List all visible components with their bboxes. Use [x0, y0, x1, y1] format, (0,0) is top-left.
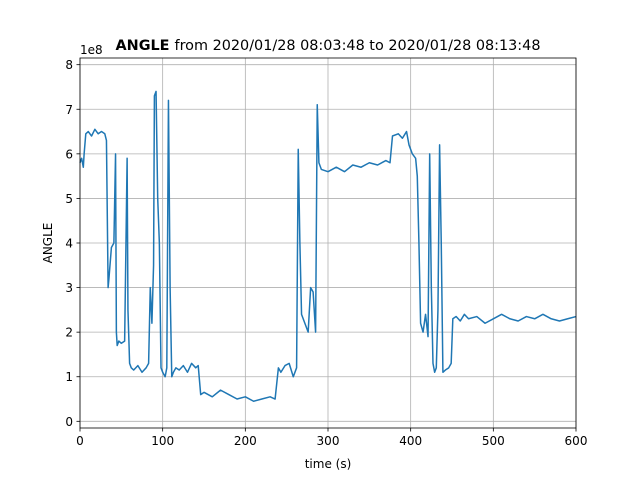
- title-bold: ANGLE: [116, 38, 170, 54]
- chart-title: ANGLE from 2020/01/28 08:03:48 to 2020/01…: [116, 38, 541, 54]
- x-tick-label: 400: [399, 434, 422, 448]
- x-tick-label: 500: [482, 434, 505, 448]
- y-tick-label: 6: [65, 147, 73, 161]
- y-tick-label: 5: [65, 192, 73, 206]
- y-tick-label: 1: [65, 370, 73, 384]
- x-tick-label: 600: [565, 434, 588, 448]
- y-tick-label: 0: [65, 415, 73, 429]
- title-text: from 2020/01/28 08:03:48 to 2020/01/28 0…: [175, 38, 541, 54]
- y-tick-label: 7: [65, 103, 73, 117]
- y-tick-label: 8: [65, 58, 73, 72]
- ticks: 0 100 200 300 400 500 600 0 1 2 3 4 5 6 7 8: [65, 58, 587, 448]
- y-tick-label: 2: [65, 326, 73, 340]
- plot: [79, 90, 577, 402]
- y-axis-label: ANGLE: [41, 223, 55, 264]
- data-line: [79, 90, 577, 402]
- y-tick-label: 4: [65, 237, 73, 251]
- x-tick-label: 100: [151, 434, 174, 448]
- y-tick-label: 3: [65, 281, 73, 295]
- x-tick-label: 0: [76, 434, 84, 448]
- grid: [79, 58, 577, 428]
- x-axis-label: time (s): [305, 457, 352, 471]
- x-tick-label: 200: [234, 434, 257, 448]
- offset-label: 1e8: [80, 43, 103, 57]
- x-tick-label: 300: [317, 434, 340, 448]
